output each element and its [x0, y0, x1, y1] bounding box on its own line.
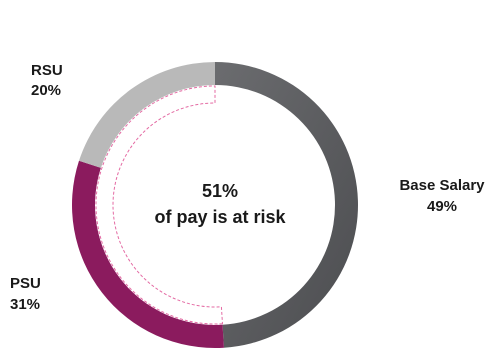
- slice-label-psu-value: 31%: [10, 296, 40, 313]
- center-percentage: 51%: [202, 181, 238, 201]
- slice-label-psu-name: PSU: [10, 275, 41, 292]
- slice-label-rsu-name: RSU: [31, 62, 63, 79]
- slice-label-base-salary-name: Base Salary: [399, 177, 485, 194]
- slice-label-base-salary-value: 49%: [427, 198, 457, 215]
- slice-label-rsu-value: 20%: [31, 82, 61, 99]
- slices-layer: [71, 62, 358, 349]
- slice-rsu: [78, 62, 215, 168]
- center-caption: of pay is at risk: [154, 207, 286, 227]
- slice-psu: [71, 160, 224, 349]
- at-risk-outline: [95, 85, 224, 325]
- slice-base-salary: [215, 62, 358, 348]
